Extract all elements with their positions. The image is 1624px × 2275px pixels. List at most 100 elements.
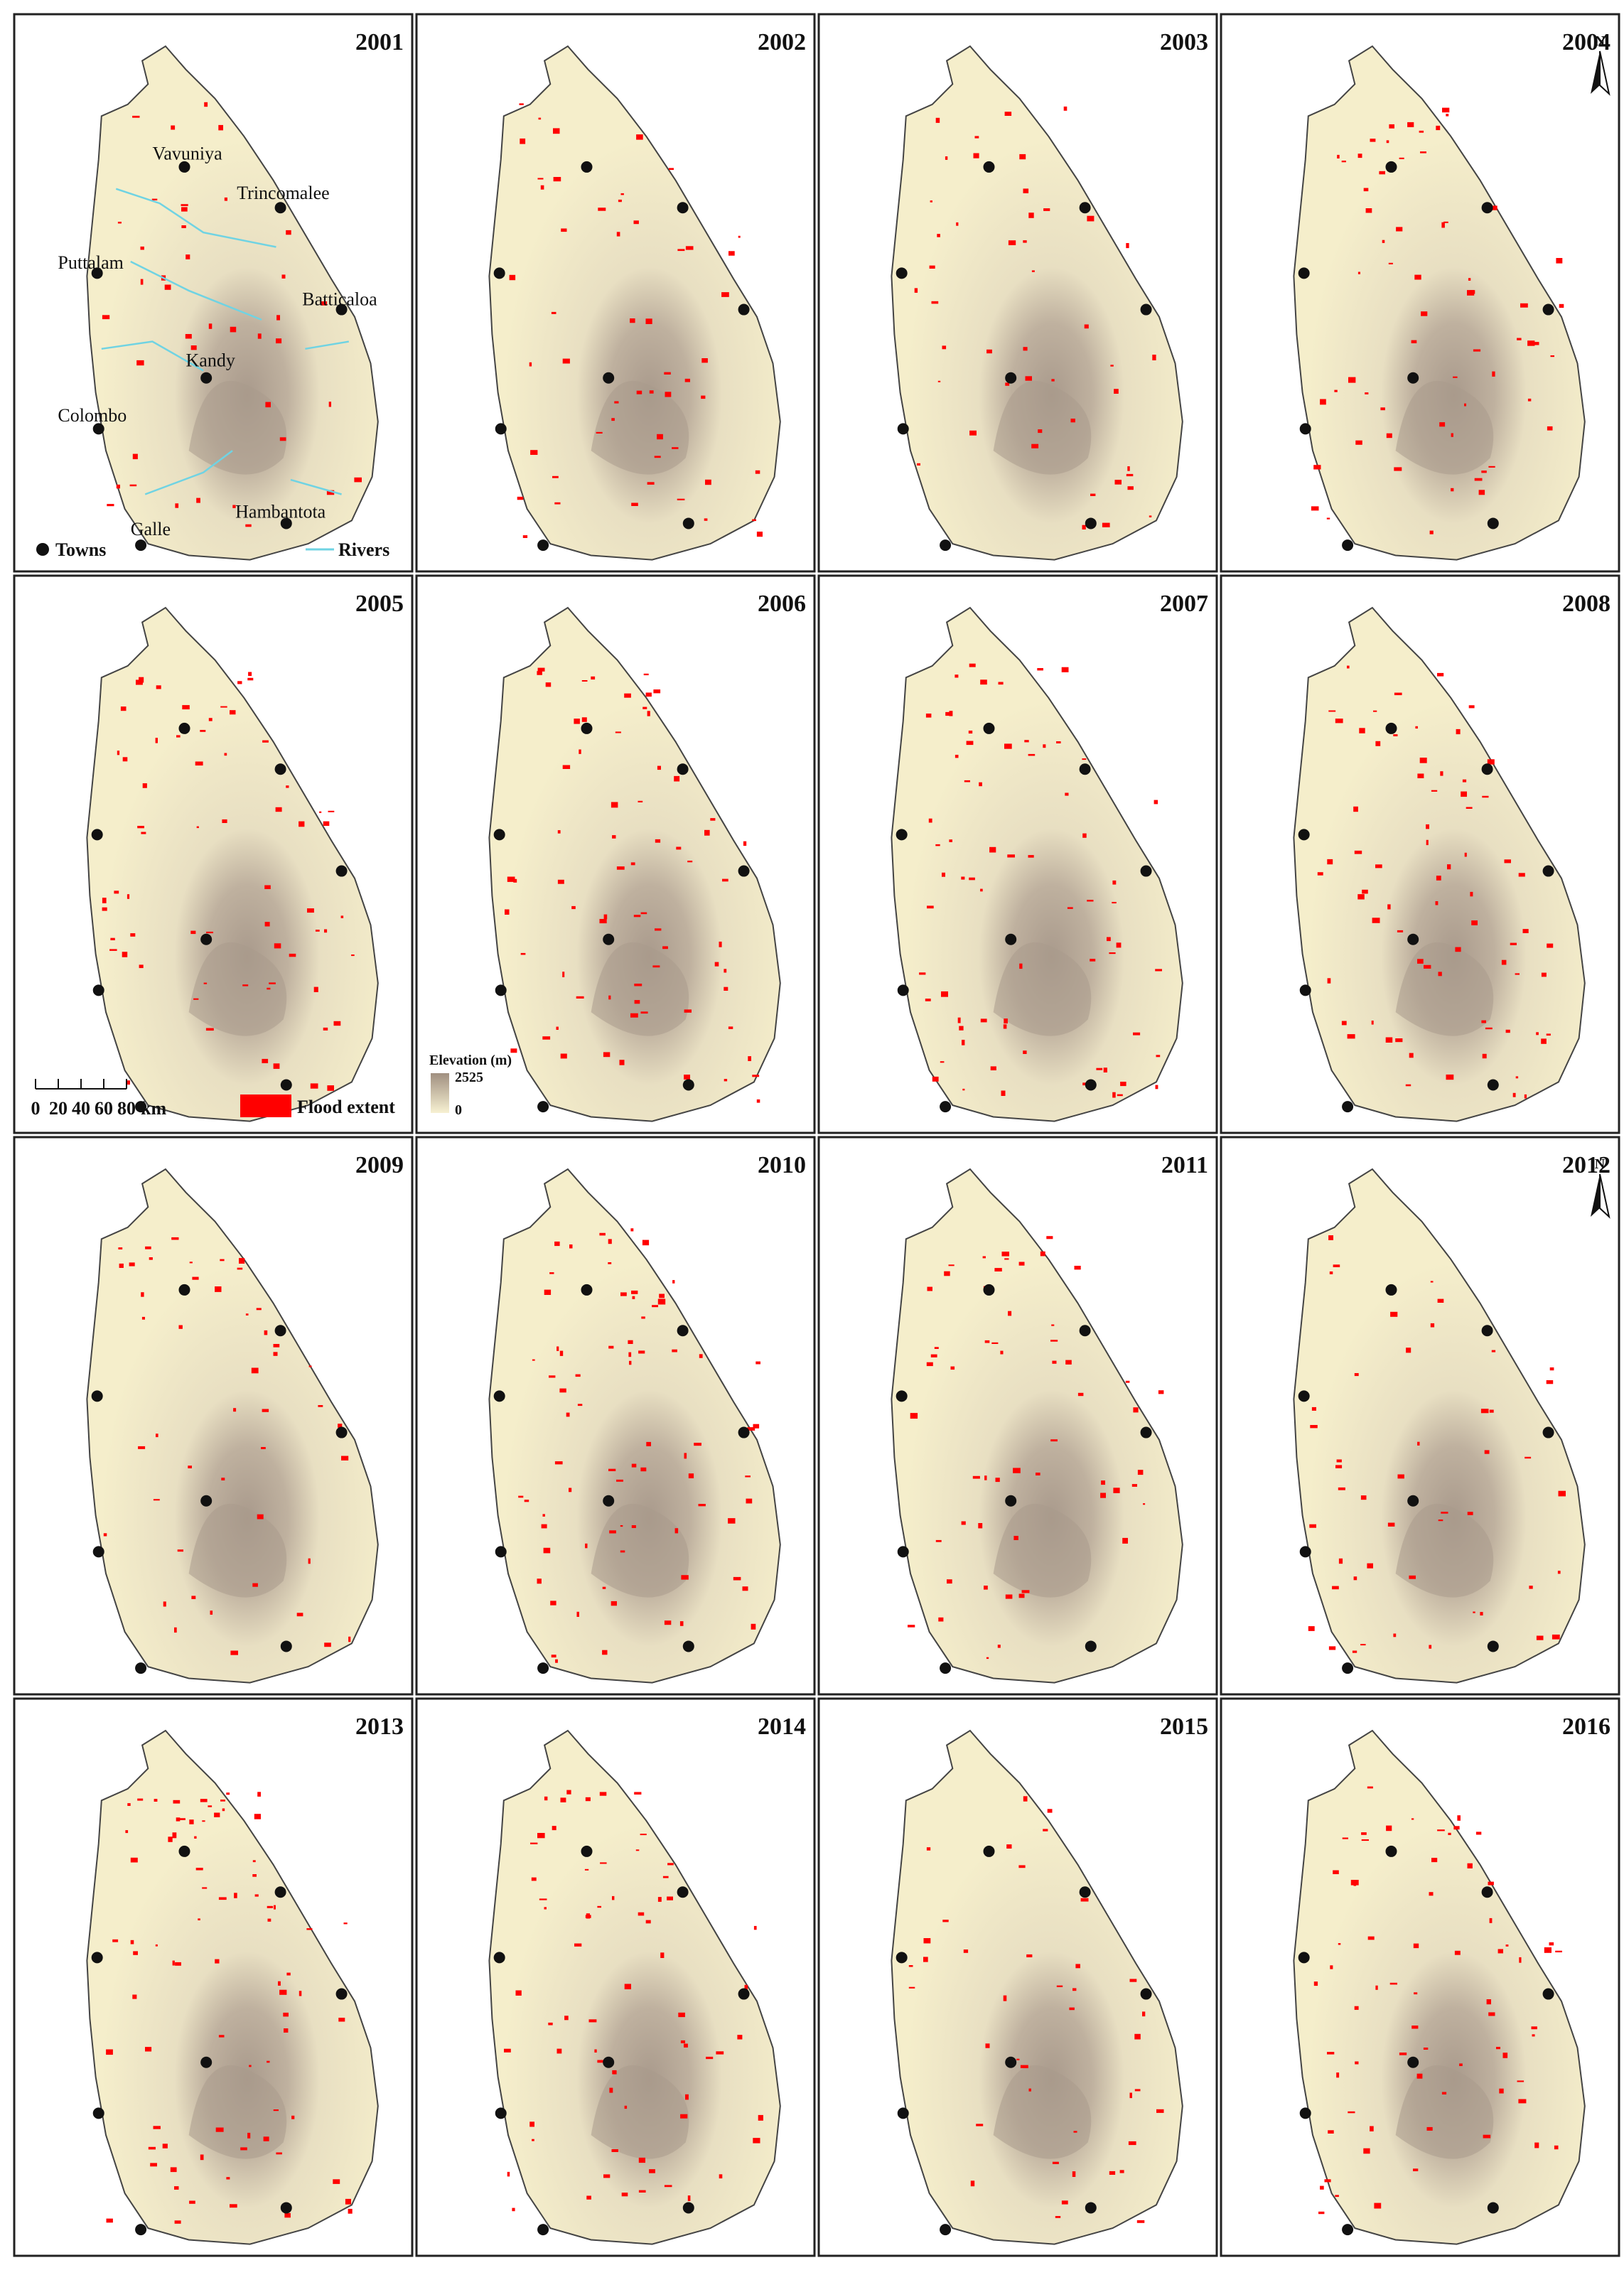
flood-patch <box>652 1305 658 1308</box>
flood-patch <box>980 888 983 892</box>
flood-patch <box>672 1280 675 1284</box>
flood-patch <box>1109 2171 1116 2175</box>
flood-patch <box>969 430 977 436</box>
flood-patch <box>1393 734 1398 736</box>
flood-patch <box>188 1465 192 1468</box>
flood-patch <box>1430 1281 1434 1283</box>
flood-patch <box>1052 2161 1059 2164</box>
flood-patch <box>724 1079 728 1082</box>
flood-patch <box>616 1479 623 1482</box>
flood-patch <box>917 463 920 466</box>
flood-patch <box>1467 290 1475 296</box>
flood-patch <box>1082 758 1087 760</box>
flood-patch <box>289 953 296 957</box>
flood-patch <box>719 2174 723 2179</box>
flood-patch <box>596 431 603 434</box>
flood-patch <box>1386 1825 1392 1832</box>
flood-patch <box>1386 140 1389 144</box>
flood-patch <box>132 453 138 460</box>
flood-patch <box>230 710 236 715</box>
flood-patch <box>748 1056 751 1061</box>
flood-patch <box>744 1984 748 1991</box>
flood-patch <box>1529 1586 1533 1589</box>
flood-patch <box>110 937 115 940</box>
flood-patch <box>633 220 639 225</box>
flood-patch <box>562 358 570 364</box>
flood-patch <box>1355 2061 1359 2065</box>
town-dot <box>1140 1426 1152 1438</box>
flood-patch <box>286 785 289 788</box>
flood-patch <box>758 2114 763 2121</box>
flood-patch <box>1438 972 1442 977</box>
flood-patch <box>256 1308 262 1311</box>
town-dot <box>1079 1325 1091 1337</box>
flood-patch <box>1532 2034 1535 2037</box>
flood-patch <box>1415 726 1418 729</box>
flood-patch <box>190 930 196 935</box>
flood-patch <box>649 390 654 394</box>
flood-patch <box>1332 1586 1339 1590</box>
town-dot <box>1005 372 1017 384</box>
flood-patch <box>1131 1484 1137 1487</box>
flood-patch <box>553 177 561 182</box>
flood-patch <box>1019 963 1023 969</box>
scale-unit: km <box>141 1098 166 1119</box>
flood-patch <box>611 802 618 808</box>
flood-patch <box>1310 1425 1318 1429</box>
flood-patch <box>743 841 747 846</box>
flood-patch <box>630 1013 638 1018</box>
flood-patch <box>642 706 647 709</box>
flood-patch <box>1451 488 1454 492</box>
flood-patch <box>577 1404 583 1407</box>
flood-patch <box>586 2195 591 2200</box>
town-dot <box>1079 763 1091 775</box>
flood-patch <box>247 677 254 681</box>
flood-patch <box>618 199 622 203</box>
flood-patch <box>640 1467 647 1472</box>
flood-patch <box>1552 1634 1560 1640</box>
flood-patch <box>555 1659 558 1663</box>
flood-patch <box>1133 1032 1141 1036</box>
flood-patch <box>685 2094 689 2100</box>
flood-patch <box>1363 188 1369 192</box>
flood-patch <box>630 1228 634 1232</box>
flood-patch <box>908 1625 915 1628</box>
town-dot <box>677 1886 689 1898</box>
flood-patch <box>257 1792 261 1797</box>
flood-patch <box>264 922 270 927</box>
flood-patch <box>628 1352 632 1357</box>
flood-patch <box>1467 1863 1473 1868</box>
flood-patch <box>1354 2006 1359 2010</box>
flood-patch <box>1001 1090 1006 1096</box>
flood-patch <box>956 222 959 226</box>
flood-patch <box>1065 792 1069 796</box>
flood-patch <box>932 1076 939 1082</box>
year-label: 2014 <box>758 1714 806 1740</box>
flood-patch <box>1101 1480 1105 1485</box>
flood-patch <box>226 2177 230 2180</box>
flood-patch <box>341 1456 349 1461</box>
flood-patch <box>914 288 918 293</box>
flood-patch <box>638 2157 645 2163</box>
flood-patch <box>119 1263 124 1268</box>
flood-patch <box>1409 1053 1414 1058</box>
flood-patch <box>603 914 608 920</box>
flood-patch <box>710 818 716 821</box>
year-label: 2004 <box>1562 29 1610 55</box>
north-arrow <box>1591 1174 1600 1217</box>
town-dot <box>603 372 615 384</box>
map-panel: 2015 <box>817 1697 1218 2257</box>
flood-patch <box>1519 1957 1522 1963</box>
town-dot <box>581 722 593 734</box>
flood-patch <box>252 1583 258 1587</box>
river <box>115 188 276 248</box>
flood-patch <box>537 1833 545 1839</box>
flood-patch <box>215 2127 224 2132</box>
flood-patch <box>557 830 561 834</box>
town-dot <box>495 984 507 996</box>
flood-patch <box>1468 705 1475 709</box>
flood-patch <box>1090 493 1096 496</box>
flood-patch <box>1028 2088 1031 2092</box>
flood-patch <box>636 390 642 394</box>
flood-patch <box>232 505 236 508</box>
